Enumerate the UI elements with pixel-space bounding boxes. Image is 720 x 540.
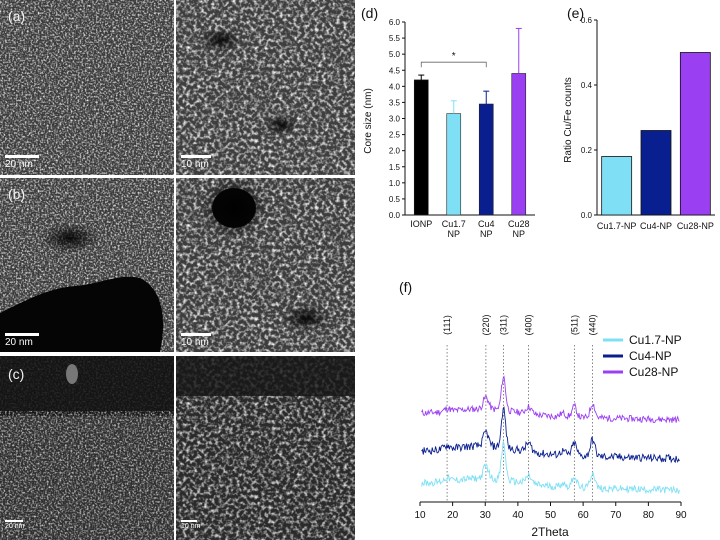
y-tick-label-d: 1.5 xyxy=(389,163,401,172)
y-tick-label-d: 3.5 xyxy=(389,98,401,107)
reference-label: (511) xyxy=(569,315,579,335)
x-tick-label-f: 40 xyxy=(512,510,524,521)
scale-bar-c-right: 10 nm xyxy=(181,520,200,530)
micrograph-b-left: (b) 20 nm xyxy=(0,178,174,352)
scale-bar-a-left: 20 nm xyxy=(5,155,39,170)
y-tick-label-d: 4.5 xyxy=(389,66,401,75)
x-tick-label-d: Cu1.7 xyxy=(442,219,466,229)
reference-label: (111) xyxy=(442,315,452,335)
x-tick-label-f: 20 xyxy=(447,510,459,521)
bar-e xyxy=(679,52,711,216)
chart-core-size: (d) Core size (nm) 0.0 0.5 1.0 1.5 2.0 2.5 3.0… xyxy=(361,5,535,239)
y-tick-label-d: 2.5 xyxy=(389,131,401,140)
bar-d xyxy=(413,79,429,216)
scale-bar-b-left: 20 nm xyxy=(5,333,39,348)
reference-label: (220) xyxy=(481,314,491,335)
panel-label-f: (f) xyxy=(399,279,412,295)
x-tick-label-e: Cu1.7-NP xyxy=(597,221,637,231)
x-tick-label-f: 90 xyxy=(675,510,687,521)
micrograph-a-right: 10 nm xyxy=(176,0,355,175)
x-axis-label-f: 2Theta xyxy=(531,525,569,539)
bar-e xyxy=(640,130,672,216)
x-tick-label-d: NP xyxy=(512,229,525,239)
x-tick-label-f: 60 xyxy=(578,510,590,521)
micrograph-b-right: 10 nm xyxy=(176,178,355,352)
chart-xrd: (f) 2Theta (111) (220) (311) (400) (511) (440… xyxy=(399,279,687,539)
y-tick-label-d: 5.5 xyxy=(389,34,401,43)
legend-label: Cu28-NP xyxy=(629,365,678,379)
y-tick-label-d: 3.0 xyxy=(389,115,401,124)
y-tick-label-e: 0.4 xyxy=(581,81,593,90)
x-tick-label-e: Cu4-NP xyxy=(640,221,672,231)
scale-bar-c-left: 20 nm xyxy=(5,520,24,530)
y-tick-label-e: 0.6 xyxy=(581,16,593,25)
chart-cu-fe-ratio: (e) Ratio Cu/Fe counts 0.0 0.2 0.4 0.6 Cu1.7… xyxy=(563,5,715,231)
x-tick-label-d: IONP xyxy=(410,219,432,229)
micrograph-a-left: (a) 20 nm xyxy=(0,0,174,175)
panel-label-b: (b) xyxy=(8,186,26,202)
bar-d xyxy=(478,103,494,216)
reference-label: (400) xyxy=(524,314,534,335)
panel-label-e: (e) xyxy=(567,5,584,21)
y-tick-label-d: 2.0 xyxy=(389,147,401,156)
y-axis-label-d: Core size (nm) xyxy=(363,88,374,154)
y-tick-label-d: 6.0 xyxy=(389,18,401,27)
panel-label-a: (a) xyxy=(8,8,26,24)
y-tick-label-d: 5.0 xyxy=(389,50,401,59)
micrograph-c-right: 10 nm xyxy=(176,356,355,540)
x-tick-label-f: 30 xyxy=(480,510,492,521)
bar-d xyxy=(511,73,527,216)
scale-bar-a-right: 10 nm xyxy=(181,155,211,170)
x-tick-label-f: 70 xyxy=(610,510,622,521)
x-tick-label-e: Cu28-NP xyxy=(677,221,714,231)
series-line-Cu4-NP xyxy=(421,406,680,464)
legend-label: Cu4-NP xyxy=(629,349,672,363)
y-axis-label-e: Ratio Cu/Fe counts xyxy=(563,77,574,163)
x-tick-label-d: NP xyxy=(480,229,493,239)
scale-bar-b-right: 10 nm xyxy=(181,333,211,348)
legend-label: Cu1.7-NP xyxy=(629,333,682,347)
x-tick-label-f: 10 xyxy=(414,510,426,521)
significance-bracket xyxy=(420,61,487,68)
y-tick-label-d: 0.0 xyxy=(389,211,401,220)
series-line-Cu1.7-NP xyxy=(421,441,680,495)
panel-label-d: (d) xyxy=(361,5,378,21)
panel-label-c: (c) xyxy=(8,366,25,382)
micrograph-grid: (a) 20 nm 10 nm (b) 20 nm 10 nm xyxy=(0,0,355,540)
bar-e xyxy=(601,156,633,216)
x-tick-label-d: Cu28 xyxy=(508,219,530,229)
reference-label: (311) xyxy=(499,315,509,335)
reference-label: (440) xyxy=(588,314,598,335)
x-tick-label-f: 50 xyxy=(545,510,557,521)
y-tick-label-d: 1.0 xyxy=(389,179,401,188)
y-tick-label-e: 0.0 xyxy=(581,211,593,220)
x-tick-label-f: 80 xyxy=(643,510,655,521)
y-tick-label-e: 0.2 xyxy=(581,146,593,155)
series-line-Cu28-NP xyxy=(421,375,680,424)
y-tick-label-d: 4.0 xyxy=(389,82,401,91)
x-tick-label-d: Cu4 xyxy=(478,219,495,229)
x-tick-label-d: NP xyxy=(447,229,460,239)
bar-d xyxy=(446,113,462,216)
y-tick-label-d: 0.5 xyxy=(389,195,401,204)
micrograph-c-left: (c) 20 nm xyxy=(0,356,174,540)
significance-star: * xyxy=(452,51,456,62)
